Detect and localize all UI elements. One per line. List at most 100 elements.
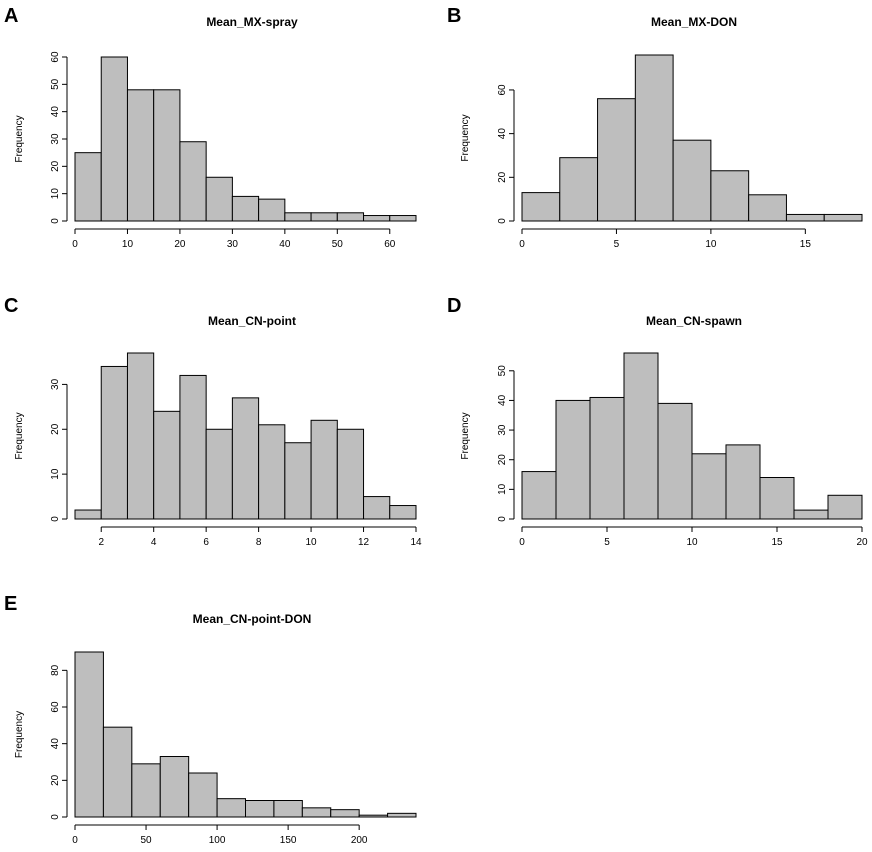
bar-d-6 <box>725 444 761 520</box>
bar-e-4 <box>188 772 218 818</box>
x-tick-label-a-3: 30 <box>227 239 239 250</box>
bar-c-7 <box>258 424 286 520</box>
x-tick-label-b-1: 5 <box>614 239 620 250</box>
histogram-panel-b: B Mean_MX-DON 0 5 10 15 0 20 40 60 Frequency <box>447 5 863 250</box>
bar-e-0 <box>74 651 104 818</box>
bar-a-1 <box>100 56 128 222</box>
bar-e-3 <box>159 756 190 818</box>
y-tick-label-d-4: 40 <box>497 394 508 406</box>
bar-c-6 <box>231 397 260 520</box>
y-tick-label-e-0: 0 <box>50 814 61 820</box>
bar-a-12 <box>389 215 417 222</box>
bar-d-9 <box>827 494 863 520</box>
bar-a-10 <box>336 212 365 222</box>
y-tick-label-c-3: 30 <box>50 378 61 390</box>
bar-a-11 <box>363 215 391 222</box>
x-tick-label-d-1: 5 <box>604 537 610 548</box>
x-tick-label-c-1: 4 <box>151 537 157 548</box>
chart-title-c: Mean_CN-point <box>208 314 296 328</box>
x-tick-label-e-0: 0 <box>72 835 78 846</box>
bar-e-7 <box>273 800 303 818</box>
bar-d-5 <box>691 453 727 520</box>
bar-e-5 <box>216 798 246 818</box>
y-tick-label-a-2: 20 <box>50 160 61 172</box>
bar-d-2 <box>589 396 625 520</box>
y-tick-label-c-2: 20 <box>50 423 61 435</box>
y-tick-label-a-0: 0 <box>50 218 61 224</box>
bar-a-2 <box>126 89 155 222</box>
y-tick-label-c-1: 10 <box>50 468 61 480</box>
x-tick-label-d-3: 15 <box>771 537 783 548</box>
x-tick-label-c-3: 8 <box>256 537 262 548</box>
x-tick-label-c-4: 10 <box>306 537 318 548</box>
bar-b-7 <box>785 213 825 222</box>
bar-d-8 <box>793 509 829 520</box>
histogram-panel-e: E Mean_CN-point-DON 0 50 100 150 200 0 20 40 60 80 F… <box>4 593 417 846</box>
y-axis-label-a: Frequency <box>14 115 25 162</box>
x-tick-label-c-6: 14 <box>410 537 422 548</box>
bar-c-0 <box>74 509 102 520</box>
y-tick-label-d-5: 50 <box>497 365 508 377</box>
y-tick-label-b-1: 20 <box>497 171 508 183</box>
bar-e-6 <box>245 800 275 818</box>
panel-letter-d: D <box>447 295 461 317</box>
y-tick-label-a-1: 10 <box>50 188 61 200</box>
bar-c-2 <box>126 352 155 520</box>
x-tick-label-c-0: 2 <box>98 537 104 548</box>
y-tick-label-e-1: 20 <box>50 774 61 786</box>
panel-letter-e: E <box>4 593 17 615</box>
y-tick-label-b-2: 40 <box>497 128 508 140</box>
panel-letter-c: C <box>4 295 18 317</box>
x-tick-label-d-0: 0 <box>519 537 525 548</box>
bar-a-6 <box>231 195 260 222</box>
bar-d-0 <box>521 471 557 520</box>
bar-c-11 <box>363 496 391 520</box>
bars-a <box>74 56 417 222</box>
x-tick-label-c-5: 12 <box>358 537 370 548</box>
x-tick-label-b-2: 10 <box>705 239 717 250</box>
y-tick-label-e-3: 60 <box>50 701 61 713</box>
histogram-panel-c: C Mean_CN-point 2 4 6 8 10 12 14 0 10 20 30 Frequency <box>4 295 422 548</box>
bar-b-1 <box>559 157 599 222</box>
y-tick-label-a-3: 30 <box>50 133 61 145</box>
bar-e-10 <box>358 814 389 818</box>
panel-letter-a: A <box>4 5 18 27</box>
bar-b-4 <box>672 139 712 222</box>
x-tick-label-c-2: 6 <box>203 537 209 548</box>
bars-d <box>521 352 863 520</box>
y-tick-label-d-2: 20 <box>497 454 508 466</box>
bar-d-3 <box>623 352 659 520</box>
bar-c-8 <box>284 442 312 520</box>
bar-c-4 <box>179 374 207 520</box>
bar-b-6 <box>748 194 787 222</box>
bar-c-12 <box>389 505 417 520</box>
chart-title-b: Mean_MX-DON <box>651 15 737 29</box>
chart-title-d: Mean_CN-spawn <box>646 314 742 328</box>
y-tick-label-d-1: 10 <box>497 483 508 495</box>
bar-d-4 <box>657 402 693 520</box>
y-tick-label-b-0: 0 <box>497 218 508 224</box>
y-axis-label-d: Frequency <box>460 412 471 459</box>
bar-c-3 <box>153 410 181 520</box>
x-tick-label-a-6: 60 <box>384 239 396 250</box>
bar-a-0 <box>74 152 102 222</box>
x-tick-label-a-2: 20 <box>174 239 186 250</box>
bar-b-5 <box>710 170 750 222</box>
histogram-panel-d: D Mean_CN-spawn 0 5 10 15 20 0 10 20 30 40 50 Frequen… <box>447 295 868 548</box>
y-axis-label-b: Frequency <box>460 114 471 161</box>
x-tick-label-b-0: 0 <box>519 239 525 250</box>
bar-c-1 <box>100 365 128 520</box>
bar-b-3 <box>634 54 674 222</box>
bars-e <box>74 651 417 818</box>
x-tick-label-a-4: 40 <box>279 239 291 250</box>
y-tick-label-a-4: 40 <box>50 106 61 118</box>
x-tick-label-d-4: 20 <box>856 537 868 548</box>
bar-e-9 <box>330 809 360 818</box>
y-tick-label-c-0: 0 <box>50 516 61 522</box>
panel-letter-b: B <box>447 5 461 27</box>
x-tick-label-a-0: 0 <box>72 239 78 250</box>
bar-b-0 <box>521 192 561 222</box>
x-tick-label-e-1: 50 <box>140 835 152 846</box>
bar-a-7 <box>258 198 286 222</box>
bar-e-11 <box>387 812 417 818</box>
